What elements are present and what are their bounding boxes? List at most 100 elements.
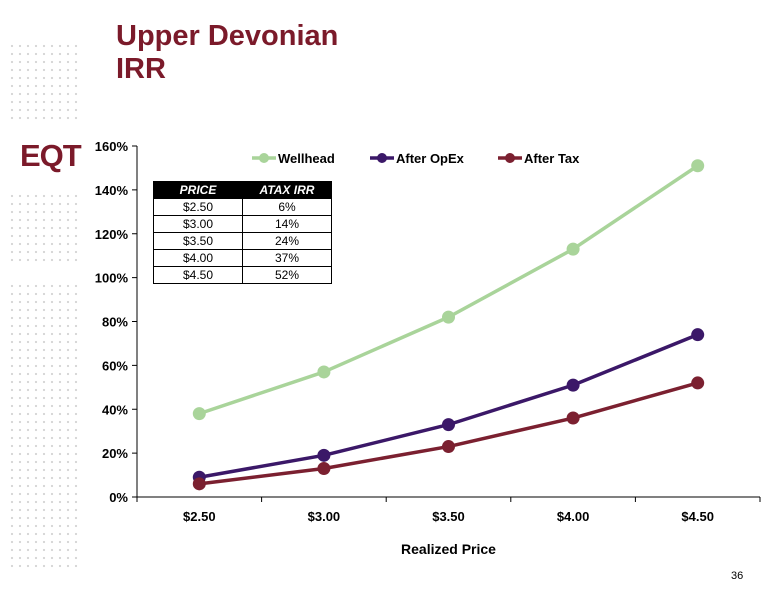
table-cell-price: $3.50 xyxy=(153,232,243,250)
decorative-dot xyxy=(58,226,62,230)
decorative-dot xyxy=(34,226,38,230)
decorative-dot xyxy=(50,242,54,246)
decorative-dot xyxy=(10,60,14,64)
decorative-dot xyxy=(66,194,70,198)
data-point-after-tax xyxy=(442,440,455,454)
eqt-logo: EQT xyxy=(20,138,82,173)
slide-title: Upper Devonian IRR xyxy=(116,20,338,86)
decorative-dot xyxy=(74,258,78,262)
decorative-dot xyxy=(42,388,46,392)
decorative-dot xyxy=(58,234,62,238)
table-cell-irr: 52% xyxy=(242,266,332,284)
decorative-dot xyxy=(58,250,62,254)
decorative-dot xyxy=(74,348,78,352)
y-tick-label: 160% xyxy=(95,139,129,154)
decorative-dot xyxy=(58,52,62,56)
decorative-dot xyxy=(34,468,38,472)
decorative-dot xyxy=(66,484,70,488)
decorative-dot xyxy=(74,108,78,112)
decorative-dot xyxy=(18,324,22,328)
decorative-dot xyxy=(66,92,70,96)
decorative-dot xyxy=(66,348,70,352)
decorative-dot xyxy=(18,242,22,246)
decorative-dot xyxy=(66,76,70,80)
table-row: $2.50 6% xyxy=(153,198,332,216)
decorative-dot xyxy=(26,76,30,80)
decorative-dot xyxy=(58,300,62,304)
decorative-dot xyxy=(18,76,22,80)
decorative-dot xyxy=(18,364,22,368)
decorative-dot xyxy=(74,316,78,320)
decorative-dot xyxy=(74,540,78,544)
decorative-dot xyxy=(26,548,30,552)
decorative-dot xyxy=(10,84,14,88)
decorative-dot xyxy=(66,444,70,448)
decorative-dot xyxy=(26,100,30,104)
decorative-dot xyxy=(66,226,70,230)
decorative-dot xyxy=(42,234,46,238)
decorative-dot xyxy=(18,556,22,560)
decorative-dot xyxy=(34,484,38,488)
table-cell-price: $4.00 xyxy=(153,249,243,267)
table-cell-irr: 37% xyxy=(242,249,332,267)
decorative-dot xyxy=(58,308,62,312)
decorative-dot xyxy=(74,412,78,416)
decorative-dot xyxy=(50,532,54,536)
decorative-dot xyxy=(50,444,54,448)
decorative-dot xyxy=(42,412,46,416)
decorative-dot xyxy=(58,524,62,528)
decorative-dot xyxy=(10,92,14,96)
decorative-dot xyxy=(58,292,62,296)
decorative-dot xyxy=(50,76,54,80)
decorative-dot xyxy=(34,218,38,222)
decorative-dot xyxy=(34,92,38,96)
decorative-dot xyxy=(74,68,78,72)
legend-label-wellhead: Wellhead xyxy=(278,151,335,166)
data-point-wellhead xyxy=(317,365,331,379)
atax-irr-table: PRICE ATAX IRR $2.50 6% $3.00 14% $3.50 … xyxy=(153,181,332,284)
decorative-dot xyxy=(26,308,30,312)
decorative-dot xyxy=(58,428,62,432)
data-point-after-tax xyxy=(317,461,331,475)
decorative-dot xyxy=(10,516,14,520)
decorative-dot xyxy=(50,516,54,520)
decorative-dot xyxy=(26,316,30,320)
decorative-dot xyxy=(10,284,14,288)
decorative-dot xyxy=(18,436,22,440)
decorative-dot xyxy=(58,468,62,472)
decorative-dot xyxy=(66,84,70,88)
decorative-dot xyxy=(42,258,46,262)
decorative-dot xyxy=(10,364,14,368)
decorative-dot xyxy=(10,218,14,222)
decorative-dot xyxy=(42,556,46,560)
decorative-dot xyxy=(18,388,22,392)
decorative-dot xyxy=(18,116,22,120)
decorative-dot xyxy=(50,292,54,296)
decorative-dot xyxy=(18,476,22,480)
decorative-dot xyxy=(34,258,38,262)
decorative-dot xyxy=(34,44,38,48)
decorative-dot xyxy=(34,564,38,568)
decorative-dot xyxy=(10,444,14,448)
decorative-dot xyxy=(26,284,30,288)
decorative-dot xyxy=(50,210,54,214)
data-point-wellhead xyxy=(566,242,580,256)
decorative-dot xyxy=(26,476,30,480)
decorative-dot xyxy=(74,404,78,408)
decorative-dot xyxy=(18,68,22,72)
decorative-dot xyxy=(34,300,38,304)
decorative-dot xyxy=(18,492,22,496)
decorative-dot xyxy=(42,68,46,72)
decorative-dot xyxy=(42,292,46,296)
decorative-dot xyxy=(18,292,22,296)
decorative-dot xyxy=(58,564,62,568)
decorative-dot xyxy=(66,524,70,528)
decorative-dot xyxy=(26,60,30,64)
decorative-dot xyxy=(50,404,54,408)
decorative-dot xyxy=(34,348,38,352)
decorative-dot xyxy=(42,548,46,552)
decorative-dot xyxy=(18,84,22,88)
y-tick-label: 80% xyxy=(102,315,128,330)
decorative-dot xyxy=(74,476,78,480)
decorative-dot xyxy=(66,420,70,424)
